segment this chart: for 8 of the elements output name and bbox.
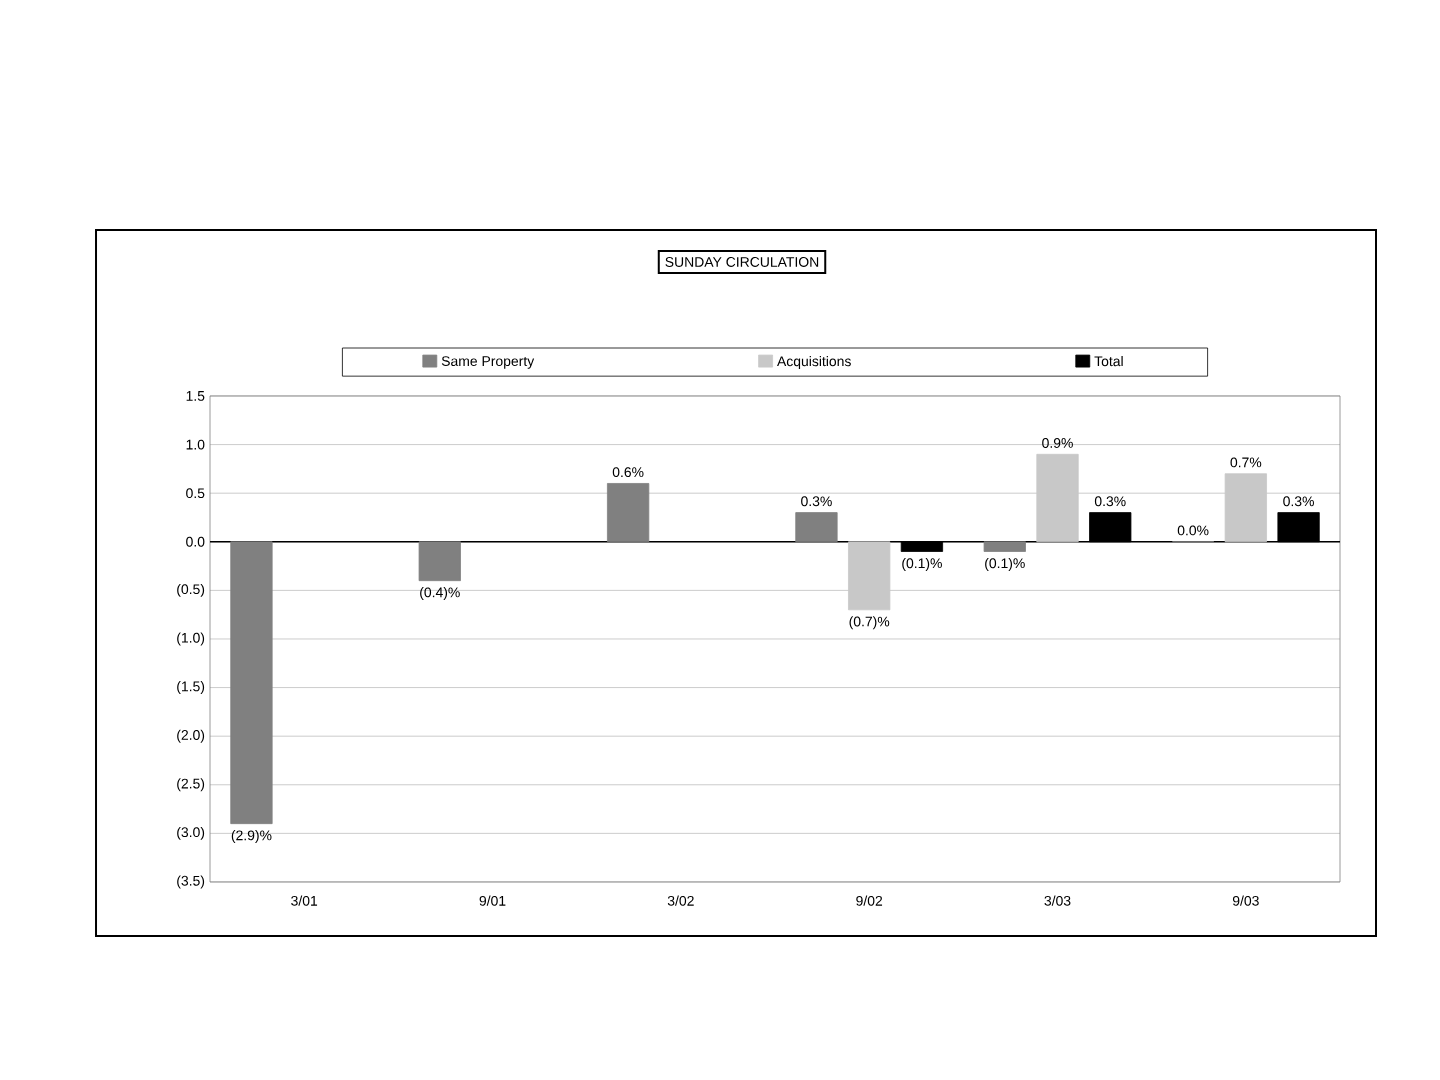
bar (1036, 453, 1079, 543)
bar (1224, 473, 1267, 543)
bar (607, 483, 650, 543)
bar (983, 541, 1026, 552)
bar (848, 541, 891, 611)
bar (418, 541, 461, 582)
bar (795, 512, 838, 543)
bar (230, 541, 273, 825)
